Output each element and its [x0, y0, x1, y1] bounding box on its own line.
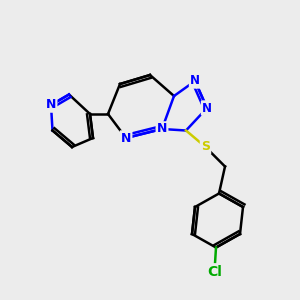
Text: N: N [46, 98, 56, 112]
Text: S: S [201, 140, 210, 154]
Text: N: N [121, 131, 131, 145]
Text: Cl: Cl [207, 265, 222, 278]
Text: N: N [202, 101, 212, 115]
Text: N: N [190, 74, 200, 88]
Text: N: N [157, 122, 167, 136]
